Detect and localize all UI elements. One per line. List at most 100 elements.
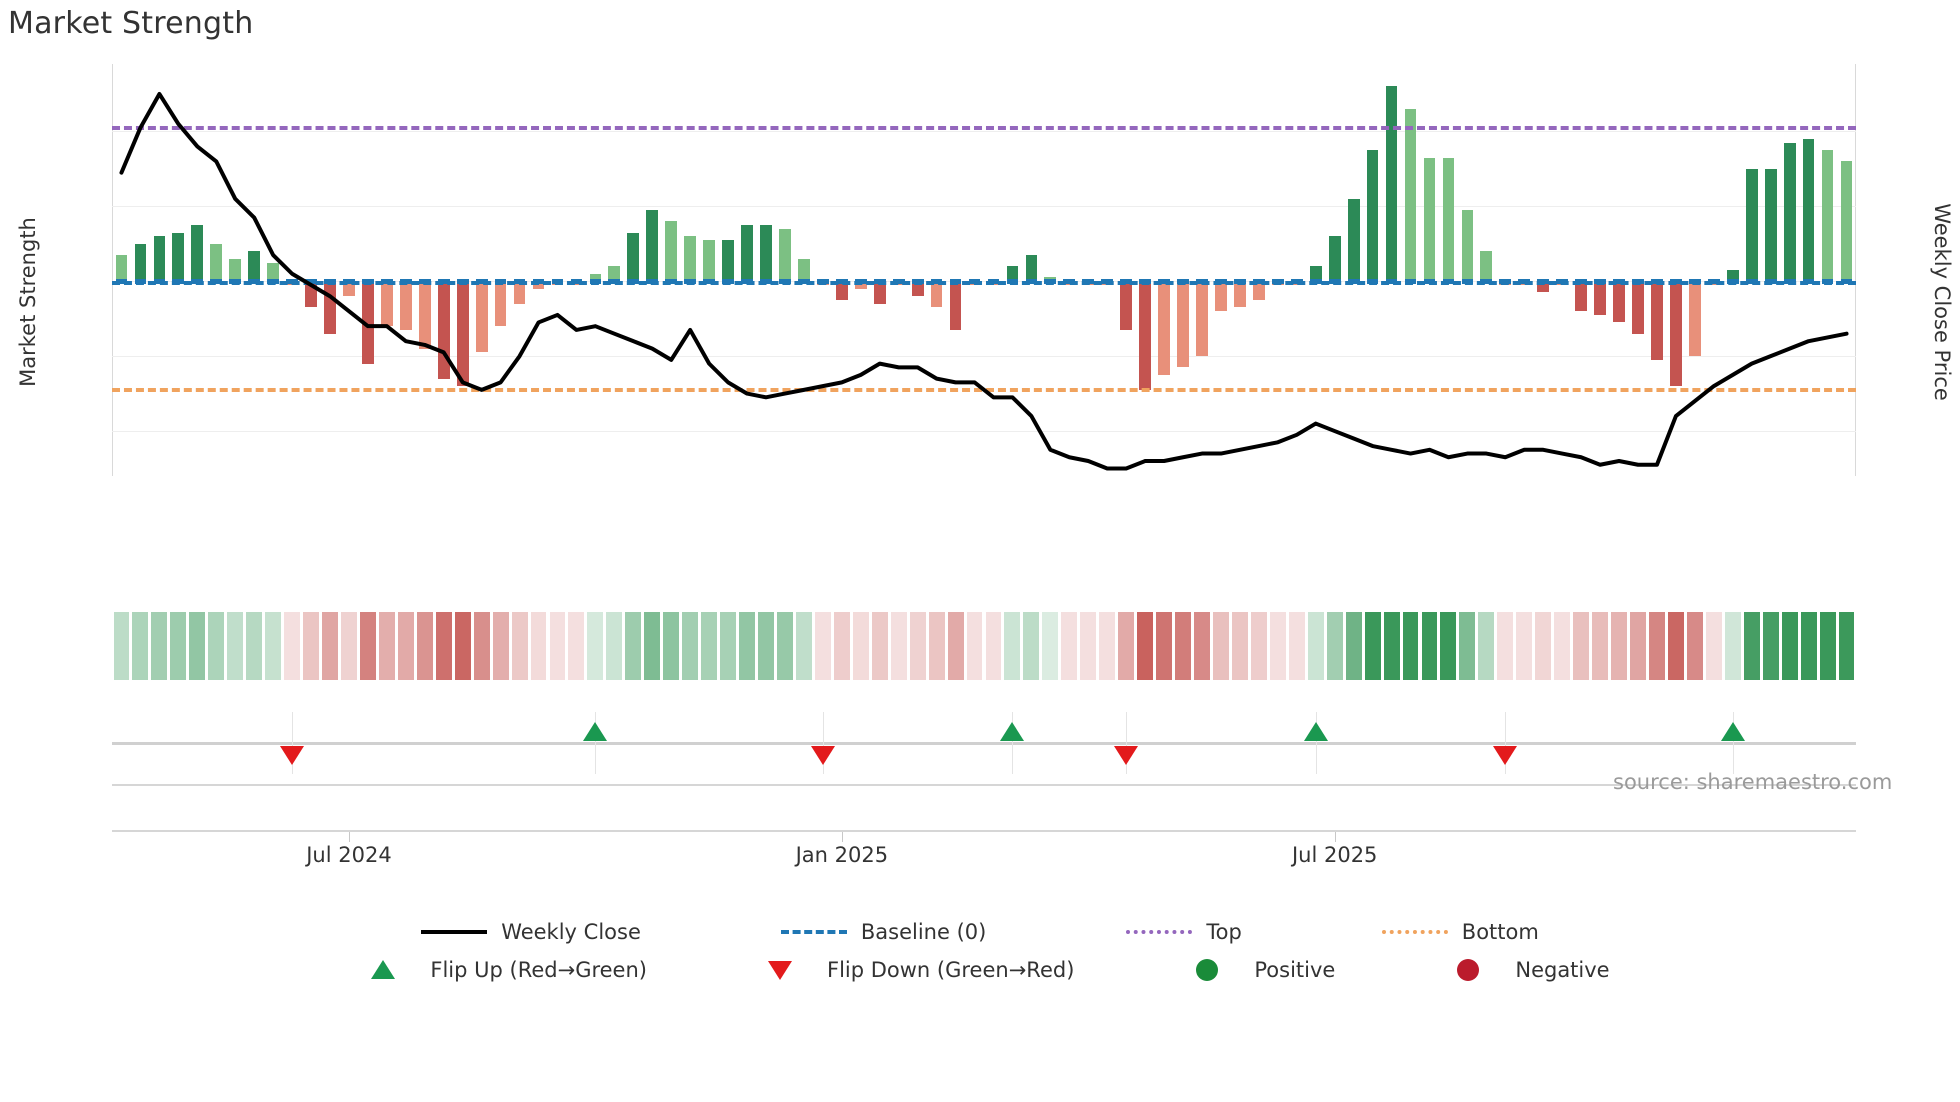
flip-up-marker[interactable] [583,722,608,741]
strength-bar [798,258,810,282]
strength-bar [343,281,355,297]
heatmap-cell [1781,612,1798,680]
legend-entry[interactable]: Positive [1174,958,1335,982]
flip-up-marker[interactable] [1303,722,1328,741]
strength-bar [1461,210,1474,282]
strength-bar [475,281,488,353]
lower-axis-line [112,784,1856,786]
legend-entry[interactable]: Flip Down (Green→Red) [747,958,1074,982]
legend-dot-icon [1435,959,1501,981]
heatmap-cell [1459,612,1476,680]
strength-bar [684,236,697,282]
heatmap-cell [1212,612,1229,680]
heatmap-cell [1819,612,1836,680]
legend-entry[interactable]: Bottom [1381,920,1539,944]
heatmap-cell [435,612,452,680]
x-axis-line [112,830,1856,832]
heatmap-cell [1042,612,1059,680]
heatmap-cell [113,612,130,680]
heatmap-cell [511,612,528,680]
x-tick-label: Jul 2024 [306,843,392,867]
heatmap-cell [1118,612,1135,680]
strength-bar [741,225,753,282]
strength-bar [911,281,924,297]
heatmap-cell [549,612,566,680]
flip-axis-line [112,742,1856,745]
heatmap-cell [758,612,774,680]
flip-tick [595,712,597,774]
page-title: Market Strength [8,6,254,41]
strength-bar [1537,281,1550,293]
strength-bar [1347,198,1360,282]
heatmap-cell [1326,612,1343,680]
strength-bar [1366,150,1379,282]
heatmap-cell [814,612,831,680]
strength-bar [703,240,715,282]
heatmap-cell [1686,612,1703,680]
strength-bar [1821,150,1834,282]
heatmap-cell [701,612,718,680]
strength-bar [1670,281,1682,387]
strength-bar [835,281,848,300]
strength-bar [1404,108,1417,282]
heatmap-cell [1137,612,1154,680]
strength-bar [1764,168,1777,282]
strength-bar [1423,157,1436,282]
strength-bar [873,281,886,304]
heatmap-cell [1307,612,1324,680]
flip-up-marker[interactable] [1720,722,1745,741]
heatmap-cell [1838,612,1855,680]
lower-axis-panel [112,784,1856,832]
strength-bar [1802,138,1815,282]
strength-bar [115,255,128,282]
flip-down-marker[interactable] [1114,746,1139,765]
strength-heatmap-strip [112,612,1856,680]
main-plot-panel: 40200−20−40 25020015010050 [112,64,1856,476]
strength-bar [380,281,393,327]
strength-bar [1196,281,1208,357]
heatmap-cell [1269,612,1286,680]
legend-entry[interactable]: Negative [1435,958,1610,982]
heatmap-cell [833,612,850,680]
reference-line [112,125,1856,130]
flip-up-marker[interactable] [1000,722,1025,741]
legend-label: Negative [1515,958,1610,982]
legend-dashed-line-icon [780,921,847,943]
heatmap-cell [795,612,812,680]
legend-entry[interactable]: Top [1126,920,1242,944]
strength-bar [1215,281,1227,312]
strength-bar [1613,281,1625,323]
legend-entry[interactable]: Baseline (0) [780,920,986,944]
strength-bar [949,281,962,330]
strength-bar [930,281,943,308]
gridline [112,356,1856,358]
heatmap-cell [1554,612,1571,680]
legend-row-primary: Weekly Close Baseline (0) Top Bottom [0,920,1960,944]
heatmap-cell [1592,612,1609,680]
strength-bar [1745,168,1758,282]
heatmap-cell [303,612,319,680]
strength-bar [437,281,450,379]
legend-entry[interactable]: Weekly Close [421,920,641,944]
x-tick-label: Jul 2025 [1291,843,1378,867]
legend-row-markers: Flip Up (Red→Green) Flip Down (Green→Red)… [0,958,1960,982]
strength-bar [324,281,336,334]
source-attribution: source: sharemaestro.com [1613,770,1893,794]
heatmap-cell [1402,612,1419,680]
strength-bar [646,210,659,282]
heatmap-cell [454,612,471,680]
y-axis-left-label: Market Strength [16,217,40,387]
legend-entry[interactable]: Flip Up (Red→Green) [350,958,647,982]
heatmap-cell [1648,612,1665,680]
reference-line [112,281,1856,286]
flip-down-marker[interactable] [810,746,835,765]
flip-down-marker[interactable] [280,746,305,765]
heatmap-cell [416,612,433,680]
flip-tick [1315,712,1317,774]
strength-bar [172,232,185,282]
heatmap-cell [1080,612,1097,680]
gridline [112,206,1856,208]
strength-bar [1006,266,1019,282]
flip-down-marker[interactable] [1493,746,1518,765]
strength-bar [1783,142,1796,282]
